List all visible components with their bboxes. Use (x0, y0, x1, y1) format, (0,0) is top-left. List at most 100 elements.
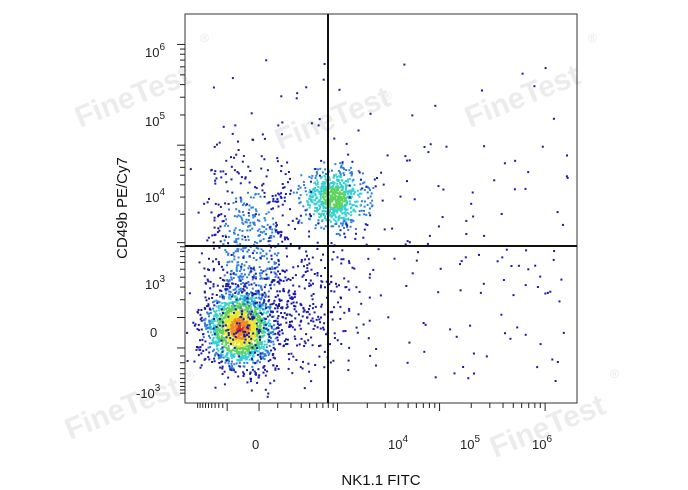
event-dot (223, 215, 226, 218)
event-dot (338, 88, 341, 91)
event-dot (310, 190, 312, 193)
event-dot (254, 213, 257, 216)
watermark-mark-2: ® (383, 89, 392, 103)
event-dot (230, 295, 233, 298)
event-dot (206, 201, 209, 204)
event-dot (455, 335, 458, 338)
event-dot (221, 353, 224, 356)
event-dot (266, 169, 269, 172)
event-dot (254, 293, 257, 295)
event-dot (322, 207, 325, 210)
event-dot (261, 351, 264, 354)
event-dot (221, 340, 224, 343)
event-dot (259, 330, 262, 333)
event-dot (340, 174, 342, 177)
event-dot (218, 141, 221, 144)
event-dot (339, 234, 342, 237)
event-dot (325, 191, 328, 194)
event-dot (229, 273, 232, 276)
event-dot (292, 301, 295, 304)
event-dot (216, 143, 218, 146)
event-dot (304, 186, 307, 189)
event-dot (225, 341, 228, 344)
event-dot (312, 293, 315, 295)
event-dot (270, 236, 273, 239)
event-dot (339, 202, 342, 205)
y-tick-label-1e3: 103 (145, 274, 165, 292)
event-dot (253, 221, 256, 224)
event-dot (287, 181, 289, 184)
event-dot (199, 313, 202, 316)
event-dot (245, 343, 248, 346)
event-dot (406, 361, 409, 364)
event-dot (391, 227, 394, 230)
event-dot (254, 276, 257, 279)
event-dot (276, 266, 279, 268)
event-dot (260, 286, 263, 288)
event-dot (223, 306, 226, 309)
event-dot (280, 197, 283, 199)
event-dot (323, 63, 326, 65)
event-dot (331, 214, 334, 217)
event-dot (264, 323, 267, 326)
event-dot (215, 325, 218, 328)
event-dot (238, 327, 241, 330)
event-dot (335, 173, 338, 176)
event-dot (253, 320, 256, 323)
event-dot (243, 357, 246, 359)
event-dot (220, 325, 223, 328)
event-dot (283, 312, 286, 315)
event-dot (348, 307, 351, 310)
watermark-3: FineTest (460, 59, 585, 135)
event-dot (242, 326, 245, 329)
event-dot (248, 208, 251, 211)
event-dot (277, 263, 280, 266)
event-dot (243, 348, 246, 350)
event-dot (274, 337, 277, 340)
event-dot (241, 352, 243, 355)
event-dot (352, 178, 355, 181)
event-dot (239, 324, 242, 327)
event-dot (234, 318, 237, 321)
event-dot (347, 369, 350, 372)
event-dot (225, 236, 227, 238)
event-dot (517, 264, 520, 267)
event-dot (278, 303, 280, 306)
event-dot (218, 301, 221, 304)
event-dot (240, 198, 243, 201)
event-dot (323, 205, 326, 208)
event-dot (261, 332, 264, 334)
event-dot (234, 124, 237, 127)
event-dot (239, 196, 242, 199)
event-dot (274, 332, 277, 335)
event-dot (277, 124, 280, 127)
event-dot (248, 348, 251, 350)
event-dot (218, 362, 221, 364)
event-dot (280, 279, 282, 282)
event-dot (220, 265, 223, 268)
event-dot (254, 372, 257, 374)
event-dot (303, 340, 306, 343)
event-dot (554, 380, 557, 382)
event-dot (258, 347, 261, 350)
event-dot (222, 243, 225, 246)
event-dot (211, 234, 214, 237)
event-dot (256, 316, 259, 319)
event-dot (368, 207, 371, 210)
event-dot (551, 358, 554, 361)
event-dot (204, 317, 207, 320)
event-dot (265, 252, 268, 255)
event-dot (339, 162, 342, 165)
event-dot (301, 367, 304, 370)
event-dot (286, 236, 288, 239)
event-dot (321, 219, 324, 222)
event-dot (197, 308, 200, 311)
event-dot (299, 302, 302, 305)
event-dot (500, 313, 503, 316)
event-dot (224, 339, 227, 341)
event-dot (264, 283, 267, 286)
event-dot (340, 222, 343, 225)
event-dot (411, 114, 414, 117)
event-dot (243, 335, 246, 338)
event-dot (214, 182, 217, 185)
